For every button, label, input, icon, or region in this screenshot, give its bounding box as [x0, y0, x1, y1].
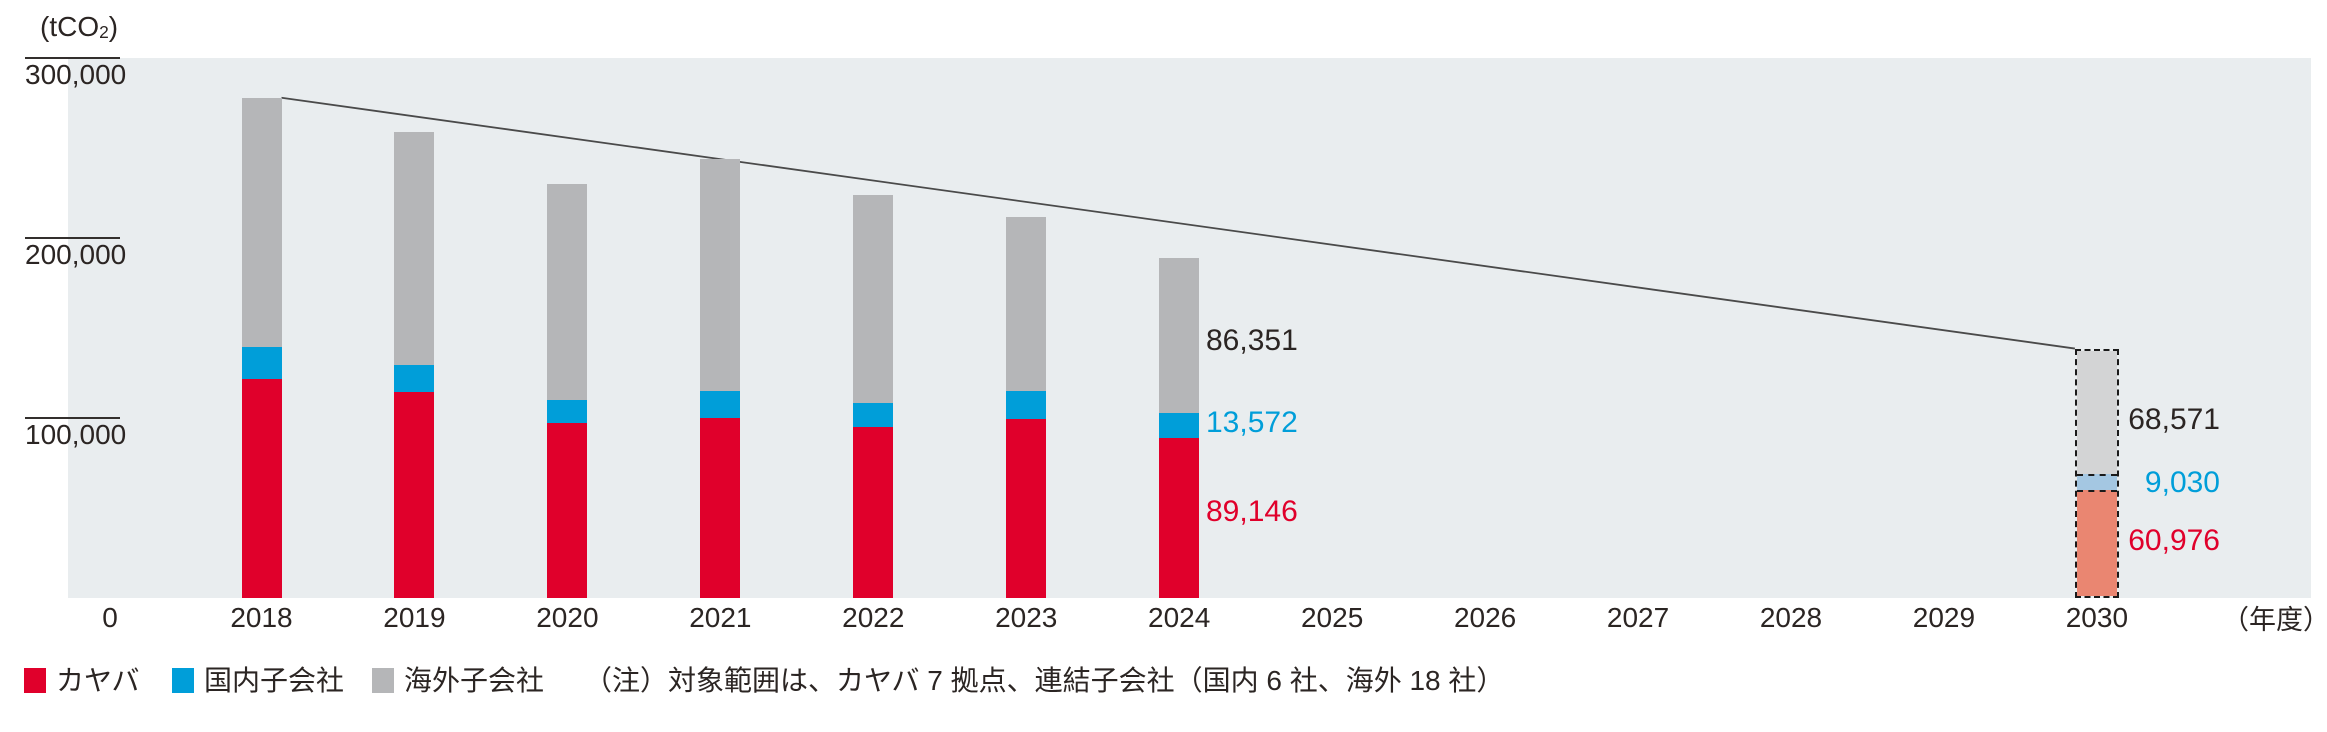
value-label-2024-domestic: 13,572	[1206, 406, 1298, 439]
x-label-2027: 2027	[1606, 602, 1670, 633]
segment-kayaba-2020	[547, 423, 588, 598]
x-label-2020: 2020	[536, 602, 599, 633]
legend-label-0: カヤバ	[56, 665, 140, 696]
plot-area	[68, 58, 2311, 598]
segment-kayaba-2023	[1006, 419, 1047, 598]
bar-2020	[547, 184, 588, 598]
segment-domestic-2018	[241, 346, 282, 379]
segment-domestic-2024	[1159, 413, 1200, 438]
bar-2019	[394, 131, 435, 598]
x-label-2029: 2029	[1912, 602, 1976, 633]
segment-overseas-2022	[853, 194, 894, 404]
x-label-2023: 2023	[995, 602, 1058, 633]
value-label-2024-kayaba: 89,146	[1206, 495, 1298, 528]
bar-2030	[2074, 348, 2119, 598]
x-label-2018: 2018	[230, 602, 293, 633]
segment-overseas-2020	[547, 184, 588, 400]
y-tick-label-200000: 200,000	[25, 239, 127, 270]
y-tick-300000	[25, 57, 120, 59]
segment-domestic-2030	[2076, 473, 2117, 491]
segment-domestic-2022	[853, 403, 894, 427]
segment-domestic-2019	[394, 365, 435, 393]
bar-2021	[700, 158, 741, 598]
legend-label-1: 国内子会社	[204, 665, 345, 696]
bar-2018	[241, 97, 282, 598]
y-tick-label-300000: 300,000	[25, 59, 127, 90]
legend-swatch-2	[372, 668, 394, 693]
legend-swatch-1	[172, 668, 194, 693]
x-label-zero: 0	[102, 602, 118, 633]
segment-kayaba-2024	[1159, 437, 1200, 598]
segment-kayaba-2030	[2076, 490, 2117, 596]
bar-2022	[853, 194, 894, 598]
value-label-2030-kayaba: 60,976	[2128, 524, 2220, 557]
x-label-2026: 2026	[1453, 602, 1517, 633]
segment-kayaba-2018	[241, 378, 282, 598]
segment-overseas-2030	[2076, 350, 2117, 474]
y-tick-200000	[25, 237, 120, 239]
scope-note: （注）対象範囲は、カヤバ 7 拠点、連結子会社（国内 6 社、海外 18 社）	[584, 665, 1505, 696]
segment-kayaba-2019	[394, 392, 435, 598]
segment-overseas-2018	[241, 97, 282, 347]
subscript-2: 2	[99, 22, 109, 43]
value-label-2024-overseas: 86,351	[1206, 324, 1298, 357]
legend-label-2: 海外子会社	[404, 665, 545, 696]
x-label-2028: 2028	[1759, 602, 1823, 633]
bar-2023	[1006, 216, 1047, 598]
x-label-2024: 2024	[1148, 602, 1211, 633]
segment-overseas-2019	[394, 131, 435, 366]
x-axis-unit-label: （年度）	[2222, 605, 2327, 635]
segment-domestic-2020	[547, 400, 588, 424]
trend-line-svg	[281, 96, 2076, 350]
segment-domestic-2023	[1006, 390, 1047, 420]
segment-domestic-2021	[700, 390, 741, 419]
segment-overseas-2023	[1006, 216, 1047, 391]
y-axis-unit-label: (tCO2)	[40, 11, 119, 43]
value-label-2030-overseas: 68,571	[2128, 403, 2220, 436]
trend-line	[281, 96, 2076, 350]
x-label-2025: 2025	[1300, 602, 1364, 633]
y-tick-100000	[25, 417, 120, 419]
legend-swatch-0	[24, 668, 46, 693]
bar-2024	[1159, 257, 1200, 598]
x-label-2022: 2022	[842, 602, 905, 633]
segment-kayaba-2021	[700, 418, 741, 598]
segment-kayaba-2022	[853, 426, 894, 598]
value-label-2030-domestic: 9,030	[2144, 466, 2220, 499]
segment-overseas-2024	[1159, 257, 1200, 414]
x-label-2030: 2030	[2065, 602, 2129, 633]
y-tick-label-100000: 100,000	[25, 419, 127, 450]
x-label-2021: 2021	[689, 602, 752, 633]
x-label-2019: 2019	[383, 602, 446, 633]
segment-overseas-2021	[700, 158, 741, 391]
